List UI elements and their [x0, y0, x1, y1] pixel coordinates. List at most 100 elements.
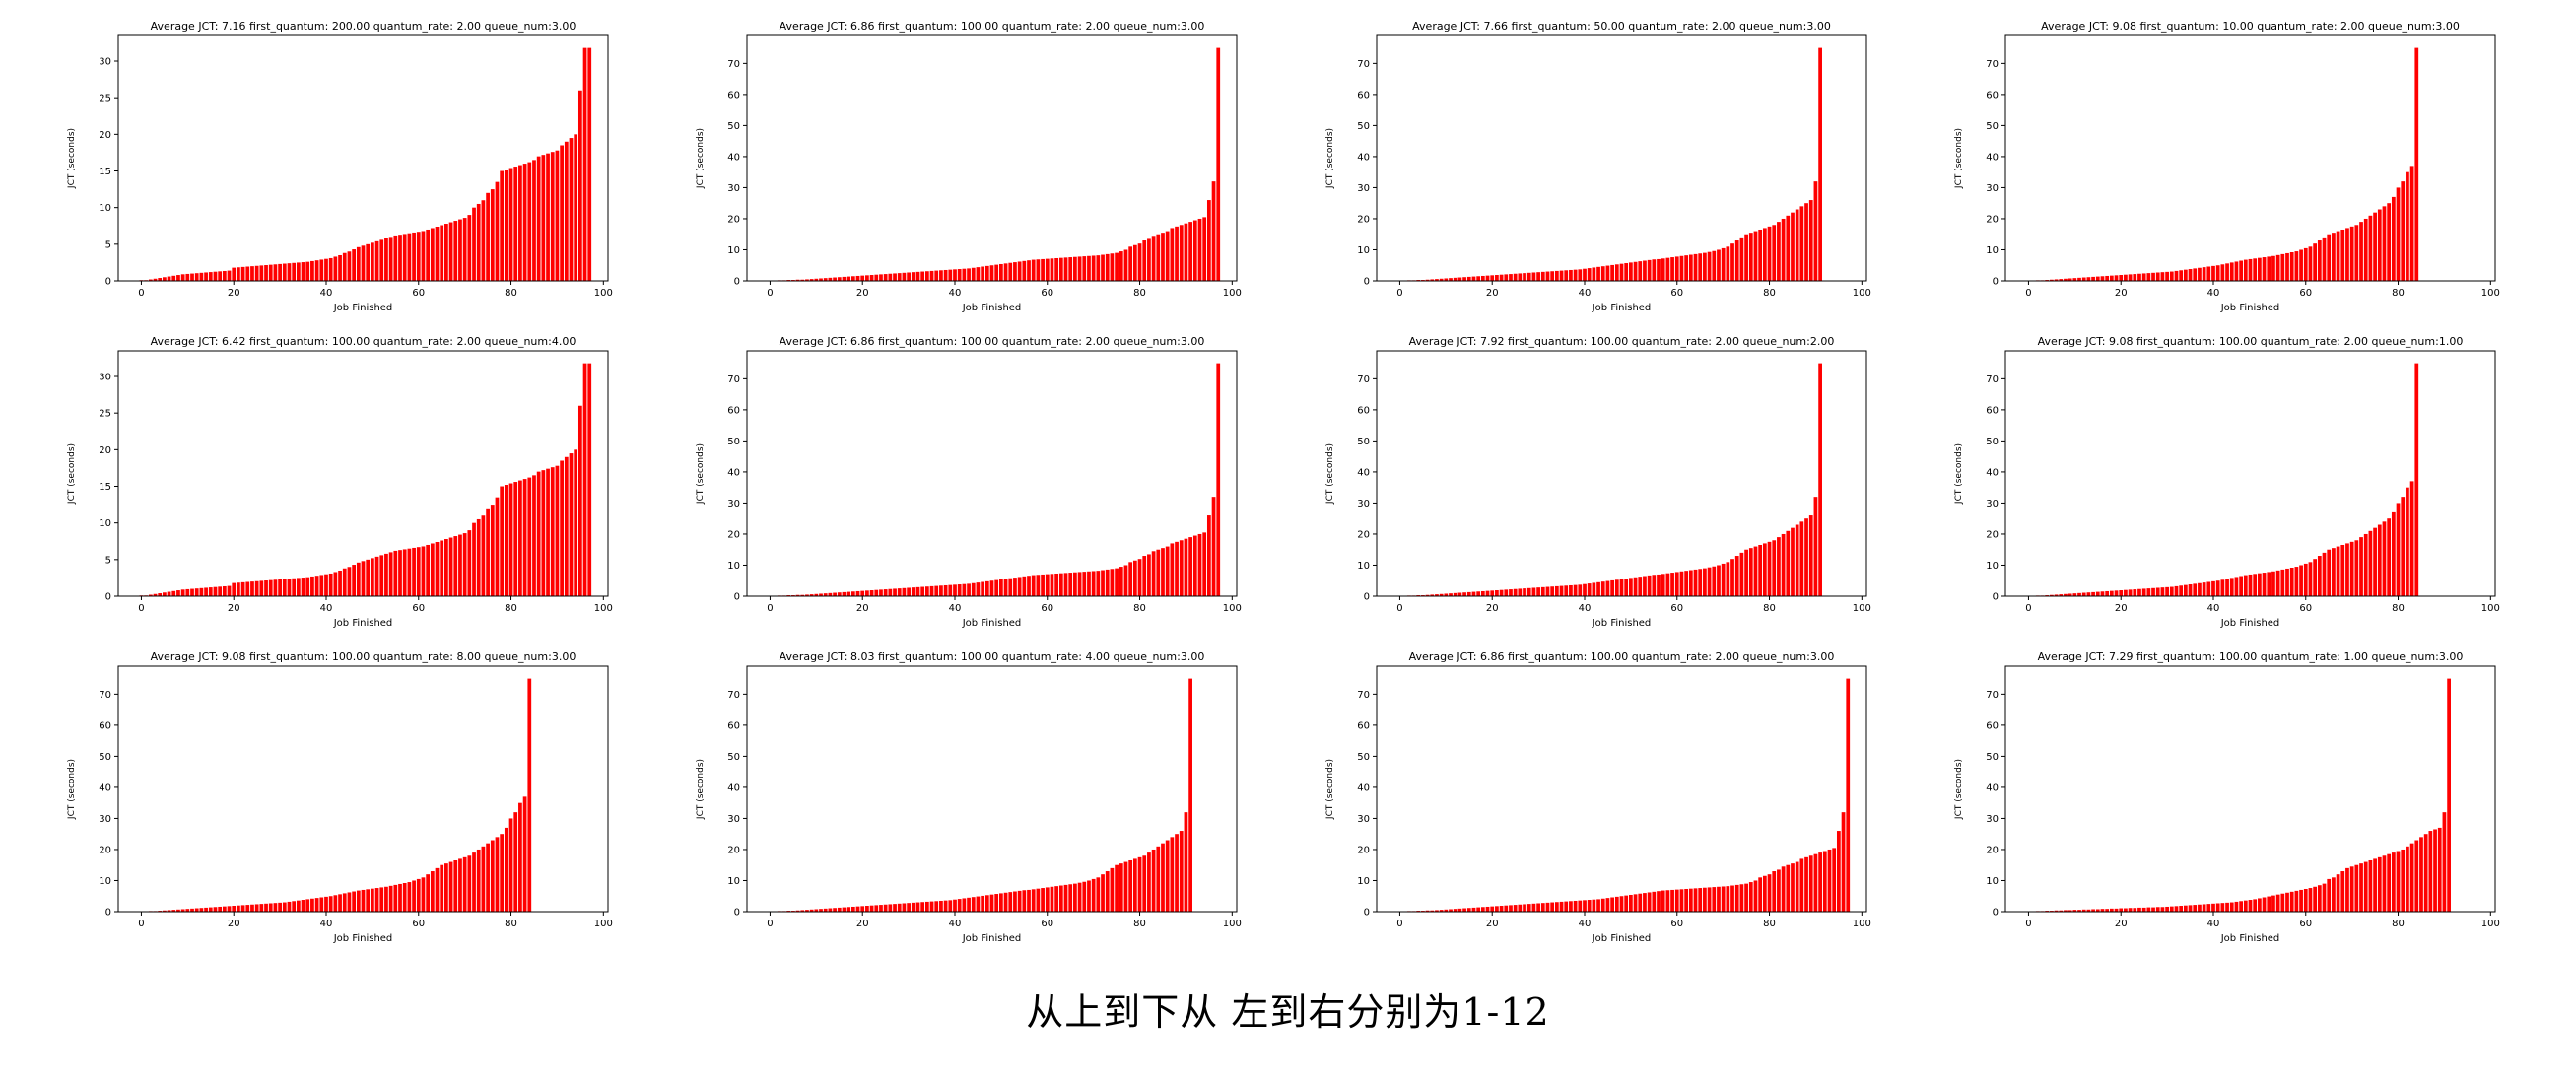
x-tick-label: 40: [2207, 603, 2220, 614]
bar: [1786, 530, 1791, 596]
bar: [805, 279, 809, 281]
y-tick-label: 0: [105, 277, 111, 288]
y-axis-label: JCT (seconds): [67, 128, 77, 189]
bar: [2068, 910, 2072, 912]
bar: [371, 242, 374, 281]
bar: [393, 884, 398, 912]
bar: [379, 239, 384, 281]
chart-title: Average JCT: 6.42 first_quantum: 100.00 …: [151, 335, 576, 348]
bar: [1504, 905, 1509, 912]
bar: [1439, 910, 1444, 912]
bar: [2179, 906, 2184, 912]
bar: [2114, 275, 2119, 281]
bar: [907, 903, 911, 912]
bar: [467, 215, 472, 281]
bar: [2050, 594, 2054, 596]
y-axis-label: JCT (seconds): [1325, 443, 1335, 505]
bar: [462, 856, 467, 912]
bar: [371, 888, 374, 912]
bar: [296, 578, 301, 596]
x-tick-label: 100: [2481, 288, 2500, 299]
bar: [1444, 909, 1449, 912]
bar: [1688, 570, 1693, 596]
bar: [352, 891, 356, 912]
bar: [1003, 263, 1008, 281]
bar: [842, 591, 847, 596]
bar: [1453, 909, 1457, 912]
bar: [2258, 257, 2262, 281]
bar: [495, 837, 500, 912]
bar: [1211, 181, 1216, 281]
bar: [268, 903, 273, 912]
bar: [180, 274, 185, 281]
bar: [943, 900, 948, 912]
bar: [1123, 565, 1128, 596]
bar: [2387, 853, 2392, 912]
bar: [190, 908, 194, 912]
bar: [1068, 573, 1073, 596]
bar: [555, 465, 560, 596]
y-tick-label: 50: [1357, 437, 1370, 447]
y-tick-label: 20: [1357, 529, 1370, 540]
plot-frame: [746, 34, 1238, 282]
bar: [1564, 901, 1569, 912]
bar: [1188, 222, 1192, 281]
bar: [1592, 267, 1596, 281]
bar: [1202, 532, 1207, 596]
bar: [2336, 546, 2340, 596]
y-tick-label: 60: [727, 90, 740, 101]
bar: [2345, 228, 2349, 281]
bar: [1132, 244, 1137, 281]
bar: [426, 229, 431, 281]
bar-series: [1397, 363, 1822, 596]
y-axis-label: JCT (seconds): [67, 759, 77, 820]
bar: [1022, 576, 1027, 596]
bar: [527, 678, 532, 912]
bar: [897, 903, 902, 912]
bar: [2146, 907, 2151, 912]
bar: [1808, 855, 1813, 912]
x-tick-label: 80: [505, 603, 517, 614]
bar: [1523, 904, 1526, 912]
bar: [1435, 910, 1439, 912]
bar: [1734, 240, 1739, 281]
bar: [1036, 259, 1041, 281]
bar: [167, 591, 171, 596]
bar: [1600, 266, 1605, 281]
bar: [902, 272, 907, 281]
bar: [1008, 578, 1013, 596]
bar: [865, 906, 869, 912]
bar: [2258, 573, 2262, 596]
bar: [1717, 886, 1721, 912]
bar: [171, 590, 176, 596]
bar: [190, 273, 194, 281]
bar: [897, 588, 902, 596]
bar: [430, 543, 435, 596]
bar: [2109, 275, 2114, 281]
bar: [943, 269, 948, 281]
y-tick-label: 25: [99, 409, 111, 420]
bar: [2165, 586, 2169, 596]
bar: [190, 588, 194, 596]
bar: [1439, 593, 1444, 596]
x-tick-label: 20: [856, 603, 869, 614]
bar: [2243, 259, 2248, 281]
x-tick-label: 20: [228, 919, 240, 929]
bar: [1119, 567, 1123, 596]
bar: [1629, 578, 1633, 596]
bar: [1703, 887, 1707, 912]
bar: [934, 585, 939, 596]
y-tick-label: 50: [727, 437, 740, 447]
bar: [314, 260, 319, 281]
bar: [2409, 843, 2414, 912]
y-tick-label: 5: [105, 239, 111, 250]
bar: [1170, 837, 1175, 912]
bar: [2308, 888, 2313, 912]
bar: [1703, 252, 1707, 281]
bar: [1781, 218, 1786, 281]
bar: [560, 460, 564, 596]
bar: [855, 906, 860, 912]
bar: [1721, 886, 1726, 912]
bar: [338, 894, 342, 912]
x-axis-label: Job Finished: [962, 303, 1022, 313]
